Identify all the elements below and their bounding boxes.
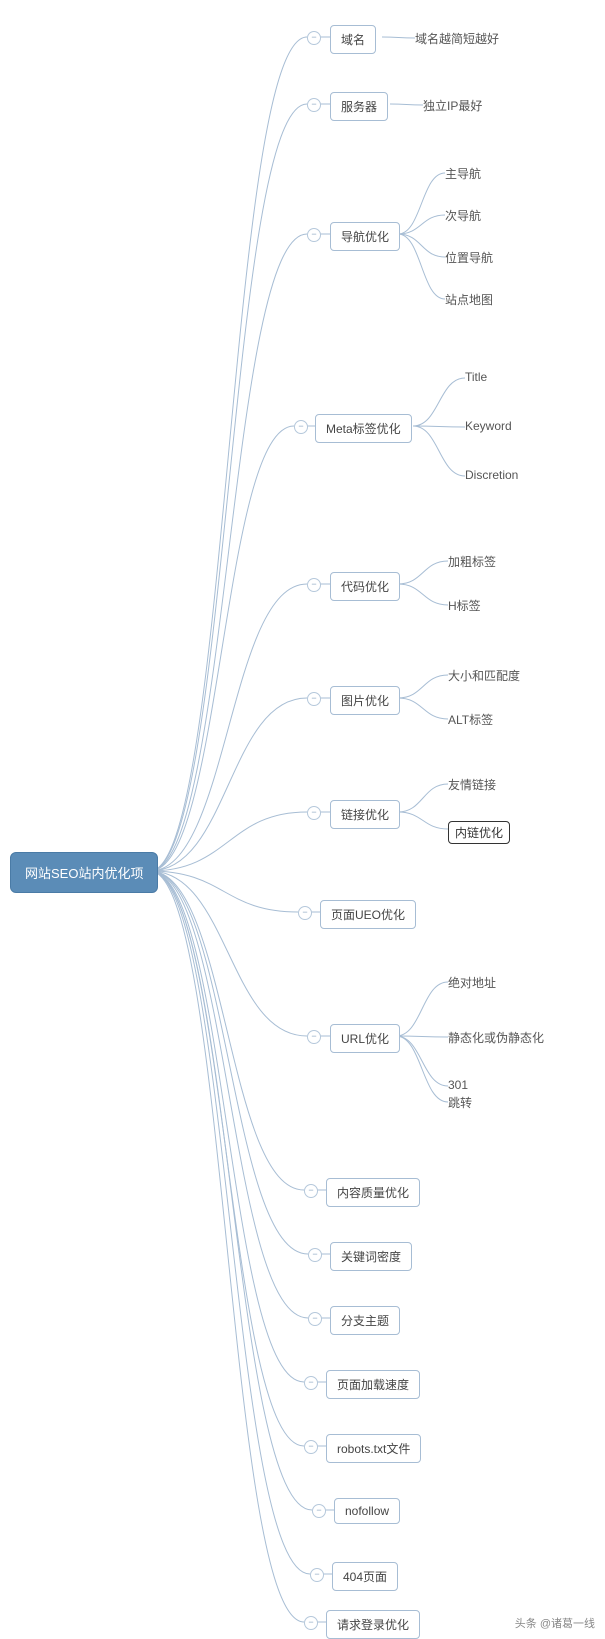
branch-404[interactable]: 404页面	[332, 1562, 398, 1591]
branch-label: URL优化	[341, 1032, 389, 1046]
branch-label: nofollow	[345, 1504, 389, 1518]
leaf-label: 大小和匹配度	[448, 669, 520, 683]
toggle-nofollow[interactable]: −	[312, 1504, 326, 1518]
branch-branch[interactable]: 分支主题	[330, 1306, 400, 1335]
branch-server[interactable]: 服务器	[330, 92, 388, 121]
branch-label: robots.txt文件	[337, 1442, 410, 1456]
branch-label: 页面加载速度	[337, 1378, 409, 1392]
credit-text: 头条 @诸葛一线	[515, 1615, 595, 1631]
branch-label: 页面UEO优化	[331, 908, 405, 922]
leaf-label: 域名越简短越好	[415, 32, 499, 46]
leaf-server-0: 独立IP最好	[423, 97, 482, 114]
branch-nav[interactable]: 导航优化	[330, 222, 400, 251]
leaf-nav-0: 主导航	[445, 165, 481, 182]
leaf-image-1: ALT标签	[448, 711, 493, 728]
leaf-label: 位置导航	[445, 251, 493, 265]
leaf-label: Keyword	[465, 419, 512, 433]
branch-keyword[interactable]: 关键词密度	[330, 1242, 412, 1271]
leaf-label: 静态化或伪静态化	[448, 1031, 544, 1045]
branch-label: 图片优化	[341, 694, 389, 708]
toggle-meta[interactable]: −	[294, 420, 308, 434]
branch-url[interactable]: URL优化	[330, 1024, 400, 1053]
leaf-label: 绝对地址	[448, 976, 496, 990]
leaf-code-0: 加粗标签	[448, 553, 496, 570]
leaf-nav-1: 次导航	[445, 207, 481, 224]
leaf-meta-0: Title	[465, 370, 487, 384]
branch-label: 内容质量优化	[337, 1186, 409, 1200]
toggle-quality[interactable]: −	[304, 1184, 318, 1198]
toggle-url[interactable]: −	[307, 1030, 321, 1044]
branch-label: 请求登录优化	[337, 1618, 409, 1632]
leaf-nav-2: 位置导航	[445, 249, 493, 266]
toggle-code[interactable]: −	[307, 578, 321, 592]
leaf-image-0: 大小和匹配度	[448, 667, 520, 684]
leaf-url-0: 绝对地址	[448, 974, 496, 991]
leaf-link-0: 友情链接	[448, 776, 496, 793]
branch-speed[interactable]: 页面加载速度	[326, 1370, 420, 1399]
branch-code[interactable]: 代码优化	[330, 572, 400, 601]
leaf-label: 站点地图	[445, 293, 493, 307]
leaf-label: H标签	[448, 599, 481, 613]
branch-login[interactable]: 请求登录优化	[326, 1610, 420, 1639]
leaf-meta-2: Discretion	[465, 468, 518, 482]
leaf-label: Title	[465, 370, 487, 384]
branch-label: 代码优化	[341, 580, 389, 594]
toggle-domain[interactable]: −	[307, 31, 321, 45]
branch-domain[interactable]: 域名	[330, 25, 376, 54]
leaf-domain-0: 域名越简短越好	[415, 30, 499, 47]
leaf-nav-3: 站点地图	[445, 291, 493, 308]
leaf-label: 独立IP最好	[423, 99, 482, 113]
leaf-url-1: 静态化或伪静态化	[448, 1029, 544, 1046]
leaf-label: 友情链接	[448, 778, 496, 792]
branch-ueo[interactable]: 页面UEO优化	[320, 900, 416, 929]
branch-nofollow[interactable]: nofollow	[334, 1498, 400, 1524]
branch-label: 服务器	[341, 100, 377, 114]
leaf-url-2: 301	[448, 1078, 468, 1092]
mindmap-edges	[0, 0, 605, 1637]
branch-label: 分支主题	[341, 1314, 389, 1328]
leaf-link-1: 内链优化	[448, 821, 510, 844]
toggle-image[interactable]: −	[307, 692, 321, 706]
leaf-label: Discretion	[465, 468, 518, 482]
root-label: 网站SEO站内优化项	[25, 866, 143, 881]
branch-image[interactable]: 图片优化	[330, 686, 400, 715]
branch-label: 链接优化	[341, 808, 389, 822]
toggle-404[interactable]: −	[310, 1568, 324, 1582]
toggle-link[interactable]: −	[307, 806, 321, 820]
leaf-label: 次导航	[445, 209, 481, 223]
toggle-keyword[interactable]: −	[308, 1248, 322, 1262]
leaf-label: 内链优化	[455, 826, 503, 840]
toggle-branch[interactable]: −	[308, 1312, 322, 1326]
leaf-label: 加粗标签	[448, 555, 496, 569]
toggle-server[interactable]: −	[307, 98, 321, 112]
branch-label: 导航优化	[341, 230, 389, 244]
branch-robots[interactable]: robots.txt文件	[326, 1434, 421, 1463]
branch-label: 404页面	[343, 1570, 387, 1584]
toggle-speed[interactable]: −	[304, 1376, 318, 1390]
branch-link[interactable]: 链接优化	[330, 800, 400, 829]
toggle-nav[interactable]: −	[307, 228, 321, 242]
branch-quality[interactable]: 内容质量优化	[326, 1178, 420, 1207]
branch-meta[interactable]: Meta标签优化	[315, 414, 412, 443]
toggle-ueo[interactable]: −	[298, 906, 312, 920]
branch-label: 域名	[341, 33, 365, 47]
toggle-robots[interactable]: −	[304, 1440, 318, 1454]
leaf-label: 301	[448, 1078, 468, 1092]
leaf-code-1: H标签	[448, 597, 481, 614]
leaf-label: ALT标签	[448, 713, 493, 727]
leaf-label: 跳转	[448, 1096, 472, 1110]
leaf-url-3: 跳转	[448, 1094, 472, 1111]
leaf-meta-1: Keyword	[465, 419, 512, 433]
root-node[interactable]: 网站SEO站内优化项	[10, 852, 158, 893]
branch-label: Meta标签优化	[326, 422, 401, 436]
leaf-label: 主导航	[445, 167, 481, 181]
toggle-login[interactable]: −	[304, 1616, 318, 1630]
branch-label: 关键词密度	[341, 1250, 401, 1264]
